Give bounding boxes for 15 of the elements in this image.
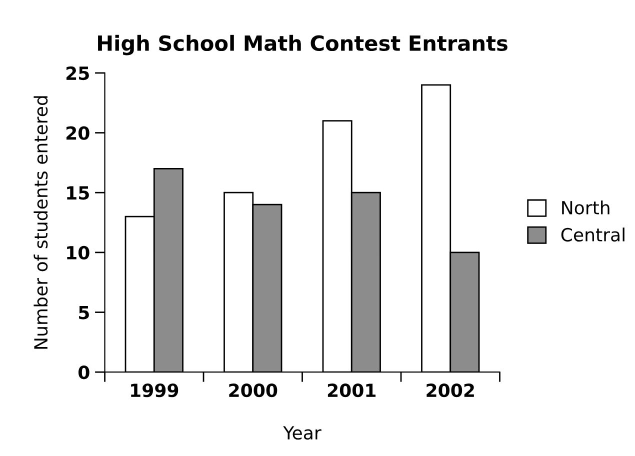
- x-tick-label: 2000: [229, 384, 278, 398]
- y-tick-label: 15: [67, 186, 89, 200]
- y-tick-label: 10: [67, 246, 90, 260]
- y-tick-label: 20: [66, 126, 90, 140]
- y-tick-label: 0: [78, 366, 90, 380]
- x-tick-label: 2001: [328, 384, 376, 398]
- y-tick-label: 5: [79, 306, 89, 320]
- y-axis-title: Number of students entered: [34, 96, 48, 349]
- x-axis-title: Year: [283, 426, 322, 440]
- chart-title: High School Math Contest Entrants: [98, 34, 508, 56]
- x-tick-label: 2002: [426, 384, 474, 398]
- legend-label: North: [562, 200, 610, 215]
- x-tick-label: 1999: [131, 384, 178, 398]
- y-tick-label: 25: [66, 66, 89, 80]
- legend-label: Central: [561, 228, 624, 242]
